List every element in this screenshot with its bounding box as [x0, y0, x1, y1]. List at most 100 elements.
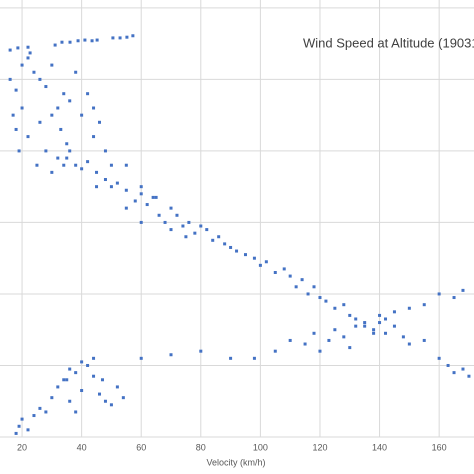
point: [124, 163, 128, 167]
point: [139, 185, 143, 189]
point: [92, 374, 96, 378]
point: [16, 46, 20, 50]
point: [363, 321, 367, 325]
point: [62, 378, 66, 382]
point: [98, 120, 102, 124]
point: [384, 331, 388, 335]
point: [74, 410, 78, 414]
point: [223, 242, 227, 246]
point: [354, 324, 358, 328]
point: [437, 356, 441, 360]
point: [26, 135, 30, 139]
point: [59, 127, 63, 131]
point: [109, 403, 113, 407]
point: [90, 39, 94, 43]
point: [205, 228, 209, 232]
point: [62, 163, 66, 167]
point: [229, 356, 233, 360]
point: [145, 203, 149, 207]
point: [8, 77, 12, 81]
point: [333, 328, 337, 332]
point: [199, 349, 203, 353]
point: [38, 77, 42, 81]
point: [32, 414, 36, 418]
point: [80, 113, 84, 117]
point: [8, 48, 12, 52]
point: [312, 331, 316, 335]
point: [300, 278, 304, 282]
point: [273, 349, 277, 353]
point: [50, 63, 54, 67]
point: [95, 170, 99, 174]
x-tick-label: 140: [372, 442, 387, 452]
point: [92, 356, 96, 360]
point: [111, 36, 115, 40]
point: [65, 378, 69, 382]
point: [35, 163, 39, 167]
point: [401, 335, 405, 339]
point: [56, 385, 60, 389]
point: [384, 317, 388, 321]
point: [288, 338, 292, 342]
point: [100, 378, 104, 382]
chart-title: Wind Speed at Altitude (19031: [303, 35, 474, 50]
point: [187, 220, 191, 224]
point: [372, 328, 376, 332]
point: [60, 40, 64, 44]
point: [131, 34, 135, 38]
point: [56, 106, 60, 110]
point: [354, 317, 358, 321]
point: [467, 374, 471, 378]
point: [115, 181, 119, 185]
point: [348, 346, 352, 350]
point: [437, 292, 441, 296]
point: [318, 296, 322, 300]
x-tick-label: 40: [77, 442, 87, 452]
point: [169, 206, 173, 210]
point: [68, 149, 72, 153]
point: [86, 363, 90, 367]
point: [446, 363, 450, 367]
point: [103, 399, 107, 403]
point: [109, 163, 113, 167]
point: [139, 356, 143, 360]
point: [98, 392, 102, 396]
point: [86, 160, 90, 164]
point: [133, 199, 137, 203]
point: [14, 127, 18, 131]
point: [20, 417, 24, 421]
point: [11, 113, 15, 117]
point: [407, 342, 411, 346]
point: [38, 120, 42, 124]
point: [211, 238, 215, 242]
point: [452, 296, 456, 300]
point: [461, 288, 465, 292]
point: [199, 224, 203, 228]
point: [44, 149, 48, 153]
point: [422, 303, 426, 307]
point: [378, 313, 382, 317]
point: [169, 228, 173, 232]
point: [50, 170, 54, 174]
point: [327, 338, 331, 342]
point: [56, 156, 60, 160]
point: [422, 338, 426, 342]
point: [124, 206, 128, 210]
x-tick-label: 60: [136, 442, 146, 452]
x-axis-label: Velocity (km/h): [206, 457, 265, 467]
point: [294, 285, 298, 289]
point: [20, 106, 24, 110]
point: [151, 195, 155, 199]
point: [17, 424, 21, 428]
point: [181, 224, 185, 228]
point: [86, 92, 90, 96]
point: [38, 406, 42, 410]
point: [26, 45, 30, 49]
point: [17, 149, 21, 153]
point: [163, 220, 167, 224]
point: [92, 135, 96, 139]
point: [103, 178, 107, 182]
point: [76, 39, 80, 43]
point: [342, 303, 346, 307]
